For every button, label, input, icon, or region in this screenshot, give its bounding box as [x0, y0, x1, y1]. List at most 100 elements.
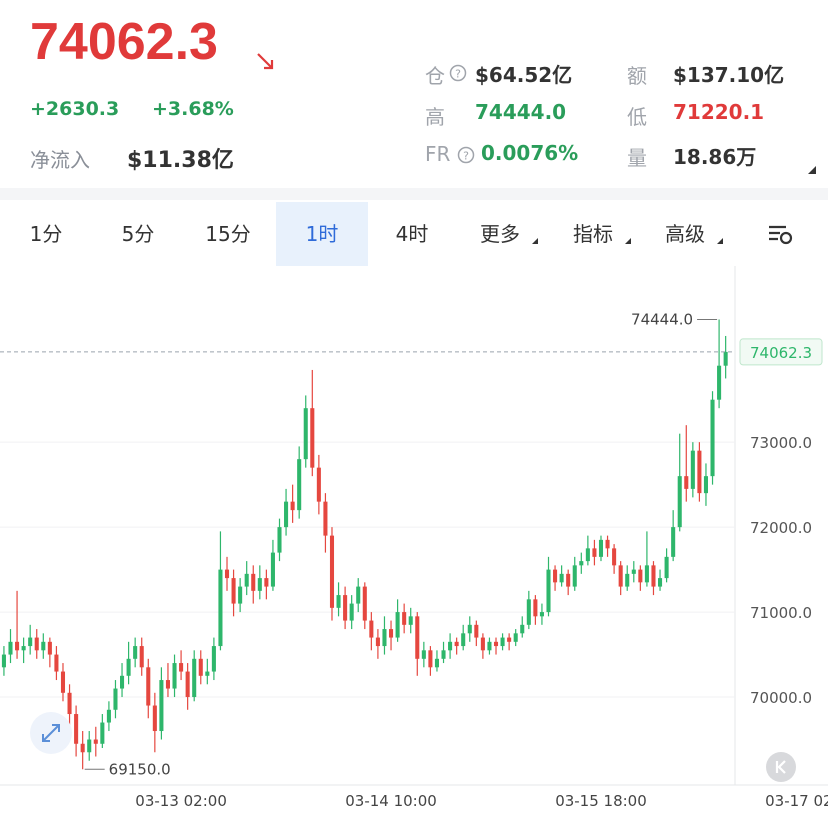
- stat-value: $137.10亿: [673, 63, 785, 87]
- candle-body: [179, 663, 184, 672]
- candle-body: [303, 408, 308, 460]
- candle-body: [631, 569, 636, 574]
- candle-body: [441, 650, 446, 659]
- timeframe-tab[interactable]: 15分: [205, 222, 251, 246]
- scroll-end-button[interactable]: [766, 752, 796, 782]
- candle-body: [67, 692, 72, 715]
- x-tick-label: 03-14 10:00: [345, 792, 437, 810]
- candle-body: [264, 578, 269, 587]
- candle-body: [677, 476, 682, 528]
- fullscreen-button[interactable]: [30, 712, 72, 754]
- candle-body: [284, 501, 289, 528]
- candle-body: [113, 688, 118, 710]
- candle-body: [572, 565, 577, 587]
- stat-value: 71220.1: [673, 100, 765, 124]
- candle-body: [644, 565, 649, 583]
- candle-body: [133, 646, 138, 659]
- timeframe-tab[interactable]: 1时: [276, 202, 368, 266]
- y-tick-label: 73000.0: [750, 434, 812, 452]
- candle-body: [651, 565, 656, 587]
- expand-icon[interactable]: [808, 166, 816, 174]
- candle-body: [323, 501, 328, 536]
- candle-body: [34, 637, 39, 651]
- candle-body: [559, 573, 564, 583]
- candle-body: [579, 561, 584, 566]
- candle-body: [467, 624, 472, 634]
- candle-body: [382, 629, 387, 647]
- candle-body: [598, 539, 604, 557]
- candle-body: [428, 650, 433, 668]
- net-inflow-value: $11.38亿: [127, 148, 234, 173]
- candle-body: [80, 743, 85, 753]
- last-price: 74062.3: [30, 13, 218, 71]
- candle-body: [638, 569, 643, 583]
- stat-label: 低: [627, 105, 647, 129]
- candle-body: [1, 654, 6, 668]
- candle-body: [539, 612, 544, 617]
- price-change-pct: +3.68%: [152, 98, 234, 120]
- candle-body: [165, 680, 170, 689]
- dropdown-icon: [532, 238, 538, 244]
- timeframe-tab[interactable]: 5分: [121, 222, 155, 246]
- candle-body: [671, 527, 676, 557]
- x-tick-label: 03-17 02:00: [765, 792, 828, 810]
- last-price-label: 74062.3: [750, 344, 812, 362]
- candle-body: [513, 633, 518, 642]
- candle-body: [198, 658, 203, 676]
- candle-body: [507, 637, 512, 642]
- candle-body: [684, 476, 689, 489]
- candle-body: [106, 709, 111, 723]
- candle-body: [211, 646, 216, 672]
- candle-body: [618, 565, 623, 587]
- candle-body: [270, 552, 275, 587]
- stat-label: 仓: [425, 64, 445, 88]
- candle-body: [349, 603, 354, 621]
- candle-body: [612, 548, 617, 566]
- candle-body: [395, 612, 400, 638]
- candle-body: [290, 501, 295, 511]
- candle-body: [231, 578, 236, 604]
- candle-body: [238, 586, 243, 604]
- candle-body: [625, 573, 630, 587]
- candle-body: [389, 629, 394, 638]
- svg-text:?: ?: [463, 150, 469, 163]
- settings-icon[interactable]: [766, 222, 796, 248]
- candle-body: [139, 646, 144, 668]
- timeframe-tab[interactable]: 4时: [395, 222, 429, 246]
- price-change: +2630.3: [30, 98, 120, 120]
- dropdown-icon: [625, 238, 631, 244]
- max-marker-label: 74444.0: [631, 310, 693, 328]
- candle-body: [8, 641, 13, 655]
- candle-body: [664, 556, 669, 579]
- help-icon[interactable]: ?: [457, 146, 475, 164]
- candle-body: [415, 616, 420, 659]
- candle-body: [47, 641, 52, 655]
- timeframe-tab[interactable]: 指标: [547, 202, 639, 266]
- candle-body: [480, 637, 485, 651]
- candle-body: [152, 705, 157, 732]
- timeframe-tab[interactable]: 高级: [639, 202, 731, 266]
- candle-body: [28, 637, 33, 647]
- candle-body: [717, 365, 722, 400]
- candle-body: [566, 573, 571, 587]
- candle-body: [21, 646, 26, 651]
- help-icon[interactable]: ?: [449, 64, 467, 82]
- timeframe-tab[interactable]: 1分: [29, 222, 63, 246]
- candle-body: [500, 637, 505, 647]
- candle-body: [362, 586, 367, 621]
- candle-body: [375, 637, 380, 647]
- candle-body: [690, 450, 695, 489]
- candle-body: [74, 714, 79, 744]
- down-arrow-icon: [257, 53, 274, 70]
- stat-value: $64.52亿: [475, 63, 573, 87]
- candle-body: [356, 586, 361, 604]
- scroll-end-icon: [775, 760, 786, 774]
- candle-body: [159, 680, 164, 732]
- x-tick-label: 03-13 02:00: [135, 792, 227, 810]
- candle-body: [487, 641, 492, 651]
- timeframe-tab[interactable]: 更多: [454, 202, 546, 266]
- x-tick-label: 03-15 18:00: [555, 792, 647, 810]
- candle-body: [493, 641, 499, 647]
- y-tick-label: 72000.0: [750, 519, 812, 537]
- candle-body: [100, 722, 105, 744]
